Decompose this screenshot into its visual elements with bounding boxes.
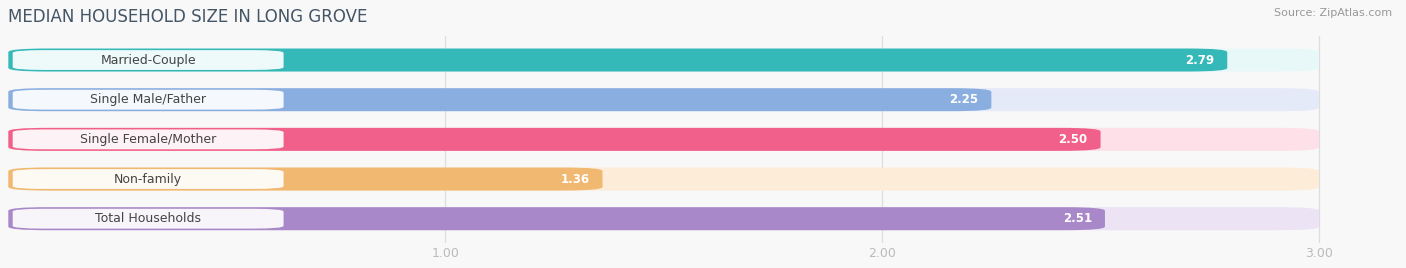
FancyBboxPatch shape (13, 129, 284, 149)
FancyBboxPatch shape (8, 207, 1319, 230)
FancyBboxPatch shape (8, 207, 1105, 230)
FancyBboxPatch shape (8, 49, 1319, 72)
FancyBboxPatch shape (13, 90, 284, 110)
FancyBboxPatch shape (8, 168, 1319, 191)
FancyBboxPatch shape (8, 128, 1101, 151)
Text: 2.50: 2.50 (1059, 133, 1087, 146)
Text: Source: ZipAtlas.com: Source: ZipAtlas.com (1274, 8, 1392, 18)
Text: MEDIAN HOUSEHOLD SIZE IN LONG GROVE: MEDIAN HOUSEHOLD SIZE IN LONG GROVE (8, 8, 368, 26)
Text: Married-Couple: Married-Couple (100, 54, 195, 66)
Text: Non-family: Non-family (114, 173, 183, 185)
FancyBboxPatch shape (8, 88, 1319, 111)
Text: 2.79: 2.79 (1185, 54, 1215, 66)
FancyBboxPatch shape (13, 209, 284, 229)
Text: 2.25: 2.25 (949, 93, 979, 106)
Text: 2.51: 2.51 (1063, 212, 1092, 225)
Text: 1.36: 1.36 (560, 173, 589, 185)
FancyBboxPatch shape (13, 50, 284, 70)
FancyBboxPatch shape (8, 88, 991, 111)
FancyBboxPatch shape (8, 49, 1227, 72)
Text: Single Female/Mother: Single Female/Mother (80, 133, 217, 146)
FancyBboxPatch shape (8, 128, 1319, 151)
FancyBboxPatch shape (13, 169, 284, 189)
FancyBboxPatch shape (8, 168, 603, 191)
Text: Total Households: Total Households (96, 212, 201, 225)
Text: Single Male/Father: Single Male/Father (90, 93, 207, 106)
